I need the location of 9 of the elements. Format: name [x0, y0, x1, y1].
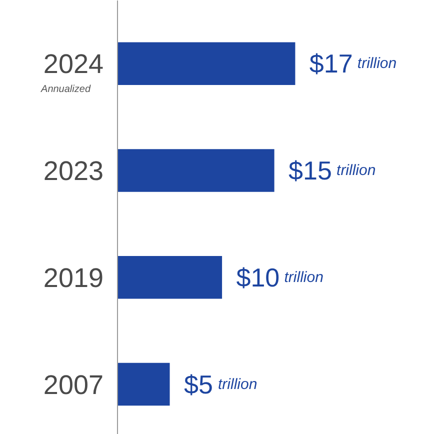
y-tick-label: 2007 [43, 370, 104, 400]
bar [118, 256, 222, 299]
text: Annualized [40, 84, 91, 96]
bar [118, 149, 274, 192]
y-tick-label: 2024 [43, 49, 104, 80]
y-tick-label: 2019 [43, 262, 104, 293]
bar [118, 362, 170, 406]
y-tick-label: 2023 [43, 156, 104, 186]
bar [118, 42, 296, 85]
